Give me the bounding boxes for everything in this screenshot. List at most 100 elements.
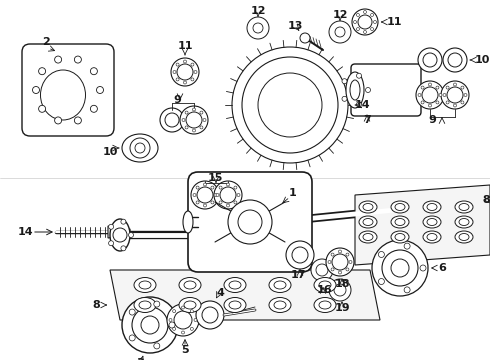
Ellipse shape: [455, 216, 473, 228]
Text: 14: 14: [18, 227, 34, 237]
Ellipse shape: [229, 301, 241, 309]
Circle shape: [191, 181, 219, 209]
Circle shape: [154, 301, 160, 307]
Circle shape: [196, 186, 199, 189]
Ellipse shape: [224, 278, 246, 292]
FancyBboxPatch shape: [188, 172, 312, 272]
Circle shape: [447, 87, 463, 103]
Ellipse shape: [269, 278, 291, 292]
Circle shape: [234, 186, 237, 189]
Circle shape: [253, 23, 263, 33]
FancyBboxPatch shape: [22, 44, 114, 136]
Ellipse shape: [359, 216, 377, 228]
Circle shape: [196, 201, 199, 204]
Ellipse shape: [122, 134, 158, 162]
Text: 16: 16: [316, 285, 332, 295]
Ellipse shape: [363, 203, 373, 211]
Ellipse shape: [134, 278, 156, 292]
Text: 12: 12: [250, 6, 266, 16]
Text: 10: 10: [102, 147, 118, 157]
Circle shape: [185, 111, 188, 114]
Circle shape: [185, 126, 188, 129]
Text: 19: 19: [334, 303, 350, 313]
Ellipse shape: [274, 281, 286, 289]
Circle shape: [428, 83, 432, 86]
Circle shape: [211, 201, 214, 204]
Ellipse shape: [391, 201, 409, 213]
Circle shape: [391, 259, 409, 277]
Circle shape: [193, 108, 196, 111]
Circle shape: [300, 33, 310, 43]
Circle shape: [418, 94, 421, 96]
Ellipse shape: [423, 231, 441, 243]
Ellipse shape: [359, 201, 377, 213]
Ellipse shape: [363, 234, 373, 240]
Circle shape: [428, 104, 432, 107]
Text: 10: 10: [475, 55, 490, 65]
Circle shape: [186, 112, 202, 128]
Circle shape: [366, 87, 370, 93]
Ellipse shape: [314, 278, 336, 292]
FancyBboxPatch shape: [351, 64, 421, 116]
Circle shape: [39, 105, 46, 112]
Circle shape: [169, 319, 172, 321]
Circle shape: [216, 194, 219, 197]
Circle shape: [352, 9, 378, 35]
Circle shape: [237, 194, 240, 197]
Text: 11: 11: [177, 41, 193, 51]
Circle shape: [286, 241, 314, 269]
Circle shape: [329, 21, 351, 43]
Text: 18: 18: [334, 279, 350, 289]
Ellipse shape: [184, 301, 196, 309]
Ellipse shape: [350, 80, 360, 100]
Text: 2: 2: [42, 37, 50, 47]
Circle shape: [420, 265, 426, 271]
Circle shape: [370, 28, 373, 31]
Ellipse shape: [183, 211, 193, 233]
Circle shape: [339, 250, 342, 253]
Circle shape: [181, 331, 185, 334]
Circle shape: [416, 81, 444, 109]
Circle shape: [90, 105, 98, 112]
Circle shape: [203, 183, 206, 186]
Ellipse shape: [110, 219, 130, 251]
Text: 15: 15: [207, 173, 222, 183]
Circle shape: [232, 47, 348, 163]
Ellipse shape: [229, 281, 241, 289]
Circle shape: [372, 240, 428, 296]
Text: 7: 7: [363, 115, 371, 125]
Circle shape: [193, 129, 196, 132]
Circle shape: [130, 138, 150, 158]
Circle shape: [436, 101, 439, 104]
Circle shape: [167, 304, 199, 336]
Circle shape: [421, 101, 424, 104]
Circle shape: [335, 27, 345, 37]
Circle shape: [334, 284, 346, 296]
Circle shape: [332, 254, 348, 270]
Circle shape: [132, 307, 168, 343]
Circle shape: [353, 21, 357, 23]
Circle shape: [329, 279, 351, 301]
Ellipse shape: [459, 203, 469, 211]
Text: 14: 14: [354, 100, 370, 110]
Circle shape: [173, 71, 176, 73]
Polygon shape: [110, 270, 380, 320]
Ellipse shape: [269, 297, 291, 312]
Ellipse shape: [179, 297, 201, 312]
Circle shape: [190, 327, 194, 330]
Circle shape: [214, 194, 217, 197]
Circle shape: [439, 94, 442, 96]
Circle shape: [357, 102, 362, 107]
Circle shape: [176, 78, 179, 81]
Circle shape: [226, 204, 229, 207]
Circle shape: [122, 297, 178, 353]
Ellipse shape: [395, 234, 405, 240]
Circle shape: [74, 56, 81, 63]
Circle shape: [436, 86, 439, 89]
Ellipse shape: [423, 216, 441, 228]
Circle shape: [339, 271, 342, 274]
Circle shape: [461, 101, 464, 104]
Ellipse shape: [134, 297, 156, 312]
Text: 11: 11: [387, 17, 402, 27]
Circle shape: [196, 301, 224, 329]
